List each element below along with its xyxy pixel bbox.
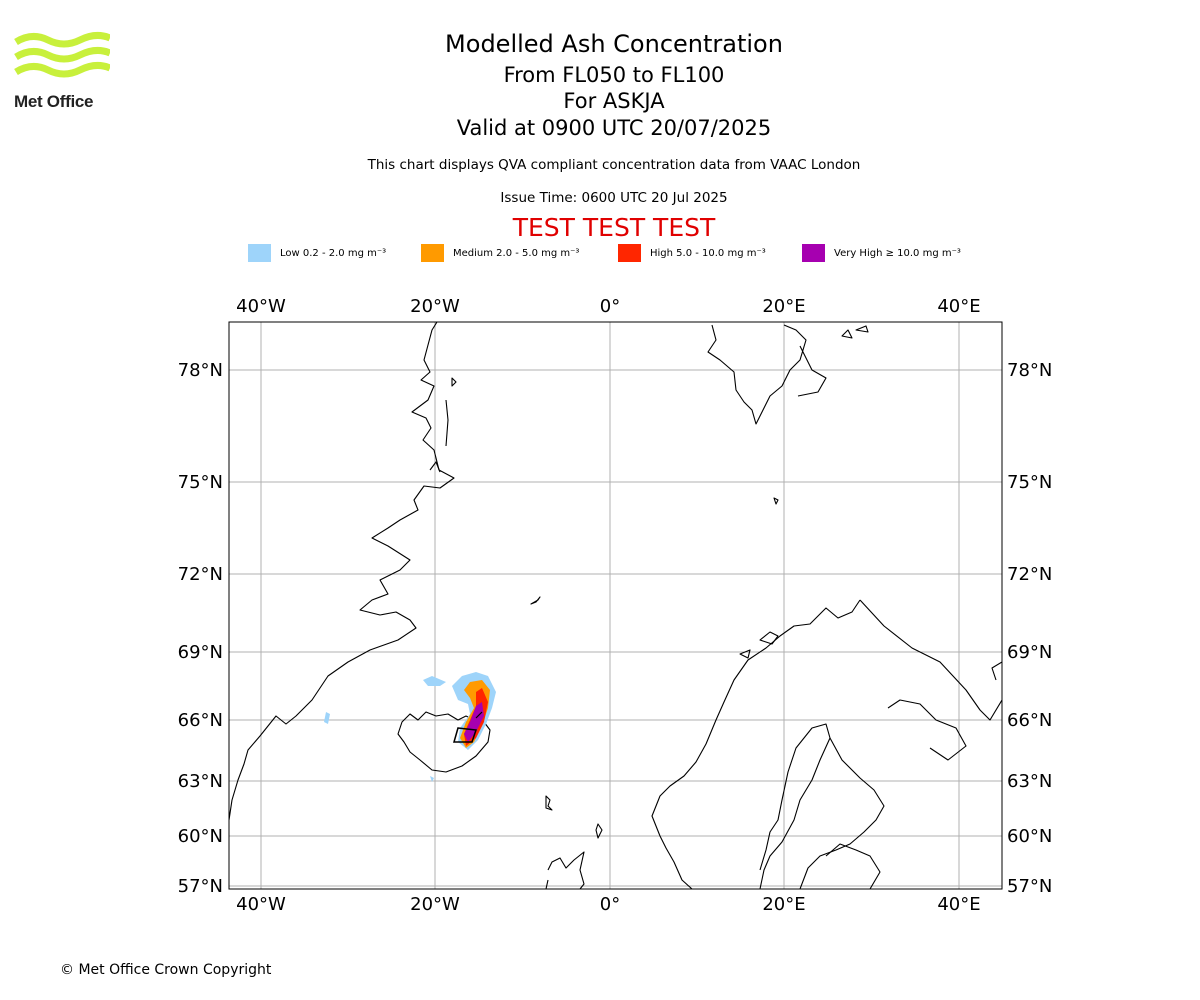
- latitude-labels-left: 78°N 75°N 72°N 69°N 66°N 63°N 60°N 57°N: [178, 360, 223, 897]
- graticule: [229, 322, 1002, 889]
- coastline-finland: [799, 737, 885, 889]
- longitude-labels-top: 40°W 20°W 0° 20°E 40°E: [236, 296, 980, 317]
- coastline-svalbard: [707, 324, 827, 425]
- lat-label: 57°N: [178, 876, 223, 897]
- legend-label-high: High 5.0 - 10.0 mg m⁻³: [650, 247, 766, 259]
- volcano-name: For ASKJA: [563, 89, 665, 113]
- met-office-logo: [14, 31, 110, 78]
- ash-very-high: [464, 702, 484, 742]
- lon-label: 20°E: [762, 296, 805, 317]
- coastline-iceland: [397, 711, 491, 773]
- lat-label: 69°N: [1007, 642, 1052, 663]
- chart-title: Modelled Ash Concentration: [445, 30, 783, 58]
- longitude-labels-bottom: 40°W 20°W 0° 20°E 40°E: [236, 894, 980, 915]
- legend-item-medium: Medium 2.0 - 5.0 mg m⁻³: [421, 243, 579, 263]
- lon-label: 0°: [600, 894, 620, 915]
- legend-label-medium: Medium 2.0 - 5.0 mg m⁻³: [453, 247, 580, 259]
- coastline-greenland: [229, 322, 455, 821]
- ash-low: [423, 676, 446, 686]
- lat-label: 66°N: [1007, 710, 1052, 731]
- legend-item-very-high: Very High ≥ 10.0 mg m⁻³: [802, 243, 961, 263]
- legend-swatch-very-high: [802, 244, 825, 262]
- legend-label-low: Low 0.2 - 2.0 mg m⁻³: [280, 247, 387, 259]
- legend-item-low: Low 0.2 - 2.0 mg m⁻³: [248, 243, 386, 263]
- lon-label: 40°E: [937, 894, 980, 915]
- lat-label: 66°N: [178, 710, 223, 731]
- lat-label: 63°N: [1007, 771, 1052, 792]
- lat-label: 57°N: [1007, 876, 1052, 897]
- legend-swatch-medium: [421, 244, 444, 262]
- lon-label: 20°W: [410, 894, 460, 915]
- lat-label: 72°N: [1007, 564, 1052, 585]
- lat-label: 78°N: [178, 360, 223, 381]
- chart-description: This chart displays QVA compliant concen…: [367, 157, 861, 173]
- coastline-scotland: [545, 851, 585, 889]
- legend-label-very-high: Very High ≥ 10.0 mg m⁻³: [834, 247, 961, 259]
- valid-time: Valid at 0900 UTC 20/07/2025: [456, 116, 772, 140]
- coastline-jan-mayen: [530, 596, 541, 605]
- volcano-source-polygon: [453, 727, 478, 743]
- lon-label: 20°E: [762, 894, 805, 915]
- met-office-logo-text: Met Office: [14, 92, 94, 111]
- lon-label: 0°: [600, 296, 620, 317]
- map-frame: [228, 321, 1003, 890]
- lat-label: 60°N: [1007, 826, 1052, 847]
- lon-label: 40°W: [236, 894, 286, 915]
- legend-swatch-high: [618, 244, 641, 262]
- lat-label: 72°N: [178, 564, 223, 585]
- lon-label: 20°W: [410, 296, 460, 317]
- lat-label: 69°N: [178, 642, 223, 663]
- legend-item-high: High 5.0 - 10.0 mg m⁻³: [618, 243, 766, 263]
- legend-swatch-low: [248, 244, 271, 262]
- lon-label: 40°W: [236, 296, 286, 317]
- lat-label: 75°N: [178, 472, 223, 493]
- coastline-scandinavia: [651, 599, 861, 889]
- ash-low: [324, 712, 330, 724]
- ash-plume: [324, 672, 496, 782]
- lat-label: 78°N: [1007, 360, 1052, 381]
- test-banner: TEST TEST TEST: [512, 213, 716, 242]
- flight-level-range: From FL050 to FL100: [503, 63, 725, 87]
- latitude-labels-right: 78°N 75°N 72°N 69°N 66°N 63°N 60°N 57°N: [1007, 360, 1052, 897]
- coastlines: [229, 322, 1002, 889]
- copyright-notice: © Met Office Crown Copyright: [60, 962, 272, 978]
- issue-time: Issue Time: 0600 UTC 20 Jul 2025: [500, 190, 728, 206]
- lon-label: 40°E: [937, 296, 980, 317]
- lat-label: 75°N: [1007, 472, 1052, 493]
- ash-low: [430, 776, 434, 782]
- lat-label: 60°N: [178, 826, 223, 847]
- lat-label: 63°N: [178, 771, 223, 792]
